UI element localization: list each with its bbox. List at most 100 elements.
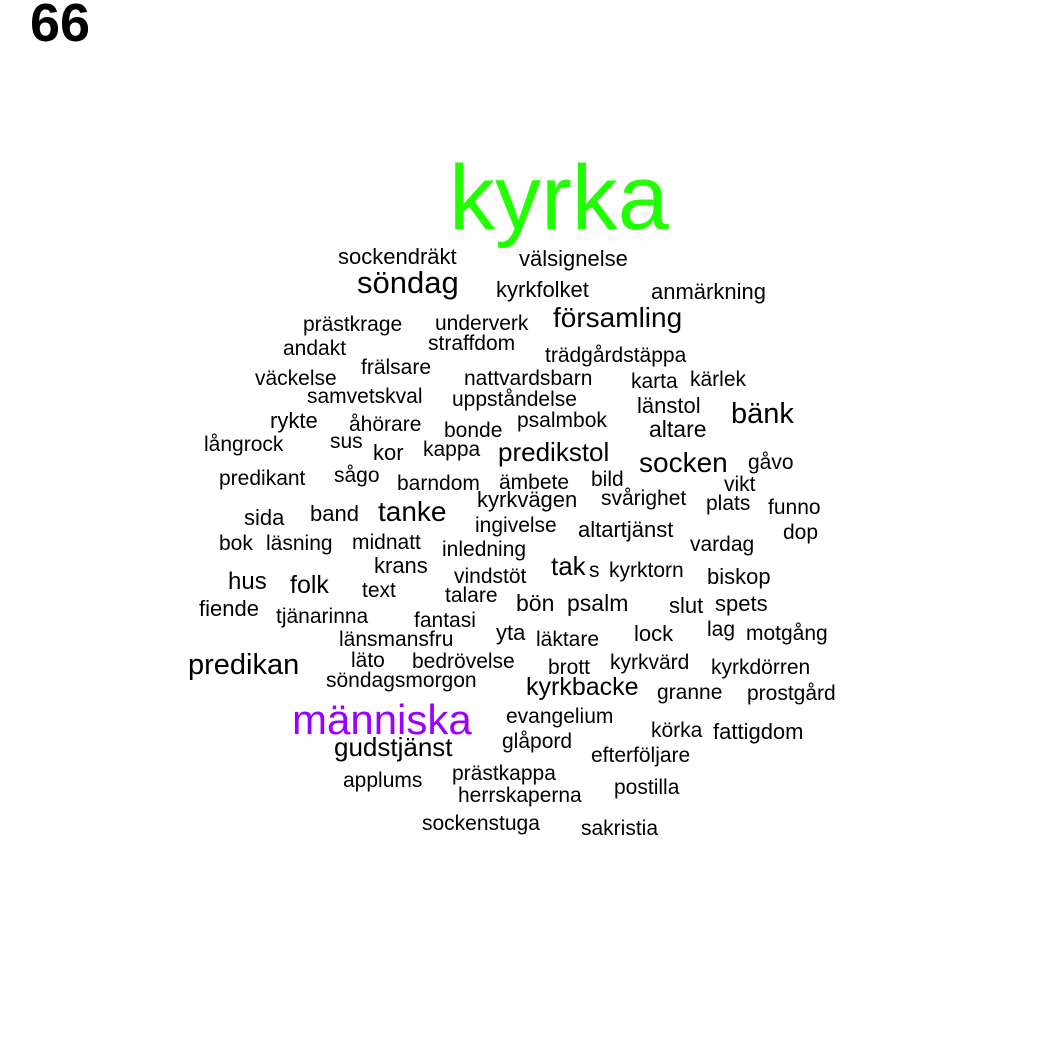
word-efterfoljare: efterföljare [591, 743, 691, 767]
word-kyrkdorren: kyrkdörren [711, 655, 811, 679]
word-altare: altare [649, 416, 707, 443]
word-s: s [589, 558, 600, 582]
word-hus: hus [228, 568, 267, 596]
word-straffdom: straffdom [428, 331, 516, 355]
word-tjanarinna: tjänarinna [276, 604, 369, 628]
word-ahorare: åhörare [349, 412, 422, 436]
word-lasning: läsning [266, 531, 333, 555]
word-langrock: långrock [204, 432, 284, 456]
word-sockenstuga: sockenstuga [422, 811, 540, 835]
word-korka: körka [651, 718, 703, 742]
word-vindstot: vindstöt [454, 564, 527, 588]
word-manniska: människa [292, 695, 472, 743]
word-sida: sida [244, 504, 285, 530]
word-motgang: motgång [746, 621, 828, 645]
word-bon: bön [516, 590, 555, 617]
word-samvetskval: samvetskval [307, 384, 423, 408]
word-prastkrage: prästkrage [303, 312, 403, 336]
word-socken: socken [639, 447, 728, 479]
word-bank: bänk [731, 398, 794, 431]
word-karlek: kärlek [690, 367, 747, 391]
word-gudstjanst: gudstjänst [334, 731, 453, 762]
word-forsamling: församling [553, 302, 683, 334]
word-ingivelse: ingivelse [475, 513, 557, 537]
word-uppstandelse: uppståndelse [452, 387, 577, 411]
word-prastkappa: prästkappa [452, 761, 556, 785]
word-lansmansfru: länsmansfru [339, 627, 454, 651]
word-sondag: söndag [357, 264, 459, 300]
word-fiende: fiende [199, 595, 259, 621]
word-tradgardstappa: trädgårdstäppa [545, 343, 687, 367]
word-herrskaperna: herrskaperna [458, 783, 582, 807]
word-postilla: postilla [614, 775, 680, 799]
word-sus: sus [330, 429, 363, 453]
word-andakt: andakt [283, 336, 347, 360]
word-ambete: ämbete [499, 470, 570, 494]
word-fralsare: frälsare [361, 355, 432, 379]
word-tanke: tanke [378, 496, 447, 528]
word-karta: karta [631, 369, 678, 393]
word-kyrkvagen: kyrkvägen [477, 486, 578, 512]
word-lanstol: länstol [637, 392, 701, 418]
word-predikant: predikant [219, 466, 306, 490]
word-biskop: biskop [707, 563, 771, 589]
word-altartjanst: altartjänst [578, 516, 674, 542]
word-brott: brott [548, 655, 591, 679]
word-bild: bild [591, 467, 624, 491]
word-sakristia: sakristia [581, 816, 659, 840]
word-kyrkbacke: kyrkbacke [526, 672, 639, 701]
word-text: text [362, 578, 396, 602]
word-kyrkfolket: kyrkfolket [496, 276, 589, 302]
word-psalmbok: psalmbok [517, 408, 607, 432]
word-predikan: predikan [188, 649, 300, 682]
word-fattigdom: fattigdom [713, 718, 804, 744]
word-vardag: vardag [690, 532, 755, 556]
word-dop: dop [783, 520, 819, 544]
word-kyrktorn: kyrktorn [609, 558, 684, 582]
word-sockendrakt: sockendräkt [338, 243, 457, 269]
word-valsignelse: välsignelse [519, 245, 628, 271]
word-rykte: rykte [270, 407, 318, 433]
word-band: band [310, 500, 359, 526]
word-funno: funno [768, 495, 821, 519]
word-krans: krans [374, 552, 428, 578]
word-midnatt: midnatt [352, 530, 421, 554]
word-bedrovelse: bedrövelse [412, 649, 515, 673]
word-kyrka: kyrka [449, 146, 669, 249]
word-yta: yta [496, 619, 526, 645]
word-evangelium: evangelium [506, 704, 614, 728]
word-psalm: psalm [567, 590, 629, 617]
word-kappa: kappa [423, 437, 481, 461]
word-barndom: barndom [397, 471, 480, 495]
word-gavo: gåvo [748, 450, 794, 474]
word-tak: tak [551, 550, 586, 581]
word-granne: granne [657, 680, 723, 704]
word-nattvardsbarn: nattvardsbarn [464, 366, 593, 390]
word-fantasi: fantasi [414, 608, 476, 632]
word-lock: lock [634, 620, 674, 646]
word-spets: spets [715, 590, 768, 616]
word-kor: kor [373, 439, 404, 465]
word-sago: sågo [334, 463, 380, 487]
word-slut: slut [669, 592, 704, 618]
word-lato: läto [351, 648, 385, 672]
word-vikt: vikt [724, 472, 756, 496]
word-kyrkvard: kyrkvärd [610, 650, 690, 674]
word-plats: plats [706, 491, 751, 515]
word-prostgard: prostgård [747, 681, 836, 705]
word-glapord: glåpord [502, 729, 573, 753]
word-inledning: inledning [442, 537, 527, 561]
word-underverk: underverk [435, 311, 529, 335]
word-lag: lag [707, 617, 736, 641]
word-applums: applums [343, 768, 423, 792]
word-laktare: läktare [536, 627, 600, 651]
word-sondagsmorgon: söndagsmorgon [326, 668, 477, 692]
word-folk: folk [290, 570, 329, 599]
word-talare: talare [445, 583, 498, 607]
page-number: 66 [30, 0, 91, 53]
word-svarighet: svårighet [601, 486, 687, 510]
word-bonde: bonde [444, 418, 503, 442]
word-anmarkning: anmärkning [651, 278, 766, 304]
word-bok: bok [219, 531, 253, 555]
